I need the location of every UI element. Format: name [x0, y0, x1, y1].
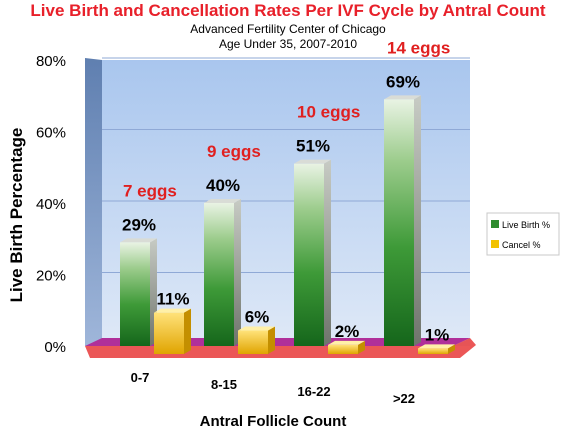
- y-tick-label: 20%: [36, 268, 66, 285]
- x-tick-label: >22: [393, 391, 415, 406]
- data-label-cancel: 1%: [425, 325, 450, 344]
- bar-live-birth-1: [120, 238, 157, 346]
- bar-cancel-1: [154, 308, 191, 354]
- data-label-live-birth: 40%: [206, 176, 240, 195]
- data-label-live-birth: 69%: [386, 72, 420, 91]
- legend-label-cancel: Cancel %: [502, 240, 541, 250]
- legend-swatch-live-birth: [491, 220, 499, 228]
- annotation-eggs: 10 eggs: [297, 103, 360, 122]
- bar-live-birth-3: [294, 159, 331, 346]
- chart-subtitle-line-1: Advanced Fertility Center of Chicago: [190, 22, 386, 36]
- legend: Live Birth % Cancel %: [486, 212, 560, 256]
- bar-cancel-2: [238, 326, 275, 354]
- y-tick-label: 60%: [36, 125, 66, 142]
- legend-label-live-birth: Live Birth %: [502, 220, 550, 230]
- bar-cancel-4: [418, 344, 455, 354]
- data-label-cancel: 2%: [335, 322, 360, 341]
- y-tick-label: 80%: [36, 53, 66, 70]
- data-label-live-birth: 29%: [122, 215, 156, 234]
- data-label-live-birth: 51%: [296, 137, 330, 156]
- data-label-cancel: 11%: [156, 290, 189, 309]
- x-tick-label: 8-15: [211, 377, 237, 392]
- x-axis-label: Antral Follicle Count: [200, 413, 347, 430]
- bar-live-birth-4: [384, 95, 421, 346]
- annotation-eggs: 7 eggs: [123, 181, 177, 200]
- legend-swatch-cancel: [491, 240, 499, 248]
- y-tick-label: 0%: [44, 339, 66, 356]
- annotation-eggs: 9 eggs: [207, 142, 261, 161]
- x-tick-label: 0-7: [131, 370, 150, 385]
- chart-subtitle-line-2: Age Under 35, 2007-2010: [219, 37, 357, 51]
- plot-side-wall: [85, 58, 102, 346]
- y-tick-label: 40%: [36, 196, 66, 213]
- annotation-eggs: 14 eggs: [387, 38, 450, 57]
- bar-live-birth-2: [204, 199, 241, 346]
- bar-cancel-3: [328, 340, 365, 354]
- data-label-cancel: 6%: [245, 308, 270, 327]
- x-tick-label: 16-22: [297, 384, 330, 399]
- y-axis-label: Live Birth Percentage: [7, 128, 26, 303]
- chart-title: Live Birth and Cancellation Rates Per IV…: [30, 1, 545, 20]
